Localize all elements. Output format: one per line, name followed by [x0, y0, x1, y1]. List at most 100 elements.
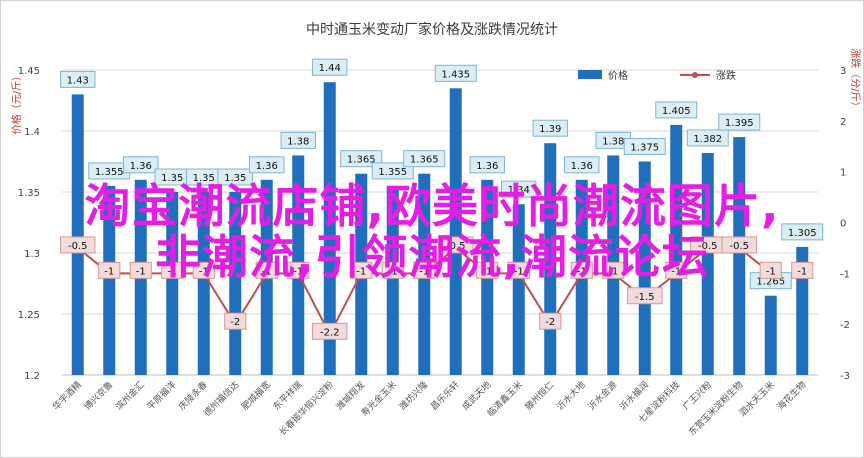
bar-value-label-box [718, 113, 761, 131]
x-category-label: 庆陵永春 [176, 379, 210, 413]
line-value-label-box [98, 261, 121, 279]
y-left-tick-label: 1.4 [24, 127, 40, 138]
line-value-label: -0.5 [729, 241, 749, 252]
line-value-label-box [539, 312, 562, 330]
bar-value-label: 1.38 [287, 136, 309, 147]
bar-value-label: 1.395 [725, 118, 754, 129]
line-value-label-box [507, 261, 530, 279]
line-value-label-box [721, 236, 757, 254]
bar [71, 94, 84, 376]
line-value-label-box [350, 261, 373, 279]
bar-value-label: 1.34 [508, 185, 530, 196]
y-left-tick-label: 1.35 [18, 188, 40, 199]
bar [103, 185, 116, 375]
x-category-label: 沂水金源 [585, 379, 619, 413]
line-value-label-box [381, 261, 404, 279]
line-value-label-box [161, 261, 184, 279]
bar-value-label-box [623, 138, 666, 155]
bar-value-label: 1.405 [662, 106, 691, 117]
y-left-tick-label: 1.25 [18, 310, 40, 321]
bar-value-label-box [371, 162, 414, 180]
line-value-label-box [476, 261, 499, 279]
chart-title: 中时通玉米变动厂家价格及涨跌情况统计 [306, 21, 558, 38]
line-value-label-box [438, 236, 474, 254]
bar [670, 124, 683, 376]
bar-value-label-box [501, 180, 537, 198]
y-right-tick-label: 0 [840, 219, 846, 230]
bar [166, 192, 179, 375]
line-value-label: -1 [262, 266, 272, 277]
x-category-label: 华宇酒精 [50, 379, 84, 413]
x-category-label: 东平祥瑞 [270, 379, 304, 413]
bar [197, 192, 210, 375]
line-value-label: -1 [514, 266, 524, 277]
bar-value-label: 1.44 [319, 63, 341, 74]
y-right-tick-label: 2 [840, 117, 846, 128]
line-value-label: -1 [356, 266, 366, 277]
bar-value-label-box [655, 101, 698, 119]
x-category-label: 肥城福宽 [239, 379, 273, 413]
bar [512, 204, 525, 375]
line-value-label-box [287, 261, 310, 279]
y-left-tick-label: 1.3 [24, 249, 40, 260]
y-right-tick-label: 3 [840, 66, 846, 77]
line-value-label: -1 [766, 266, 776, 277]
line-value-label: -1 [671, 266, 681, 277]
line-value-label-box [602, 261, 625, 279]
bar-value-label: 1.305 [788, 228, 817, 239]
bar [764, 295, 777, 375]
line-value-label: -1 [167, 266, 177, 277]
x-category-label: 博兴京鲁 [81, 379, 115, 413]
bar-value-label: 1.35 [161, 173, 183, 184]
line-value-label: -1 [136, 266, 146, 277]
legend-line-label: 涨跌 [716, 69, 736, 82]
overlay-headline-line2: 非潮流,引领潮流,潮流论坛 [155, 230, 709, 284]
bar-value-label: 1.375 [630, 143, 659, 154]
line-value-label: -1 [419, 266, 429, 277]
line-value-label: -1 [293, 266, 303, 277]
bar-value-label: 1.43 [67, 75, 89, 86]
line-value-label: -1 [199, 266, 209, 277]
bar-value-label: 1.365 [410, 155, 439, 166]
line-value-label: -1.5 [635, 292, 655, 303]
y-left-axis-title: 价格（元/斤） [10, 71, 23, 134]
bar-value-label: 1.265 [756, 277, 785, 288]
line-value-label-box [312, 322, 348, 340]
legend-line-marker [692, 72, 698, 78]
bar-value-label-box [312, 58, 348, 76]
x-category-label: 长春振华恒兴淀粉 [276, 379, 335, 438]
x-category-label: 海花生物 [774, 379, 808, 413]
x-category-label: 潍坊兴隆 [396, 379, 430, 413]
bar-value-label-box [249, 156, 285, 174]
bar-value-label: 1.355 [378, 167, 407, 178]
x-category-label: 滨州金汇 [113, 379, 147, 413]
line-value-label-box [192, 261, 215, 279]
bar-value-label: 1.36 [571, 161, 593, 172]
line-value-label: -1 [608, 266, 618, 277]
bar-value-label-box [123, 156, 159, 174]
bar-value-label-box [403, 150, 446, 168]
x-category-label: 滕州恒仁 [522, 379, 556, 413]
x-category-label: 成武天地 [459, 379, 493, 413]
x-category-label: 东营玉米淀粉生物 [686, 379, 745, 438]
line-value-label: -0.5 [446, 241, 466, 252]
bar-value-label: 1.39 [539, 124, 561, 135]
line-value-label-box [224, 312, 247, 330]
line-value-label-box [129, 261, 152, 279]
bar-value-label: 1.36 [130, 161, 152, 172]
line-value-label: -1 [577, 266, 587, 277]
bar-value-label-box [469, 156, 505, 174]
legend-bar-label: 价格 [608, 69, 628, 82]
bar [449, 88, 462, 376]
bar-value-label-box [60, 70, 96, 88]
bar [386, 185, 399, 375]
bar-value-label-box [686, 129, 729, 147]
y-right-axis-title: 涨跌（分/斤） [849, 48, 862, 111]
bar-value-label-box [217, 168, 253, 186]
bar [701, 152, 714, 375]
bar-value-label-box [564, 156, 600, 174]
x-category-label: 沂水福润 [617, 379, 651, 413]
bar-value-label: 1.365 [347, 155, 376, 166]
bar-value-label: 1.35 [193, 173, 215, 184]
